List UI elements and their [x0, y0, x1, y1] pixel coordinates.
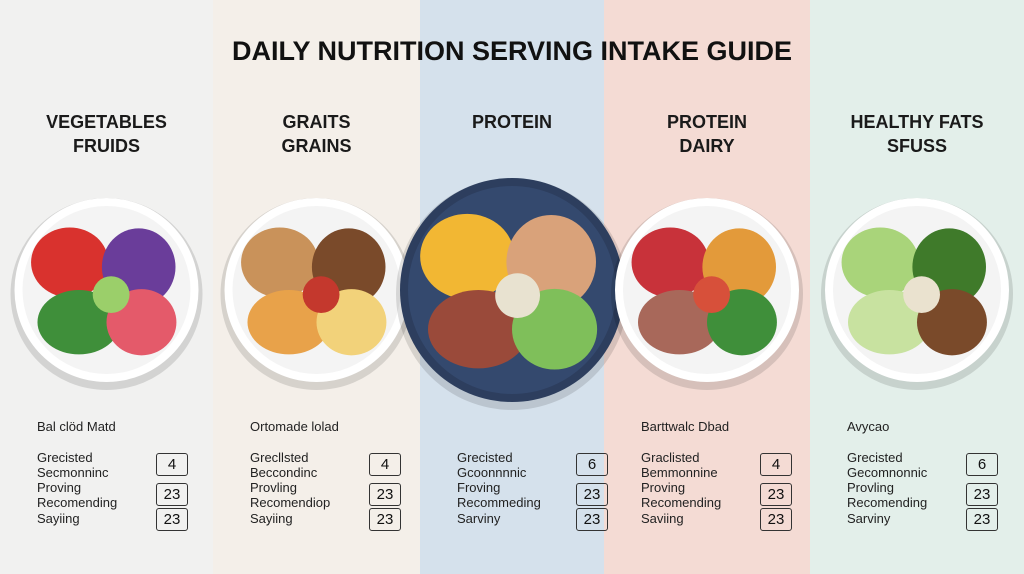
column-heading: GRAITS — [282, 112, 351, 132]
serving-count: 23 — [966, 508, 998, 531]
serving-count: 23 — [760, 483, 792, 506]
row-label: Provling — [847, 480, 894, 495]
column-heading: PROTEIN — [471, 112, 552, 132]
serving-count: 23 — [156, 508, 188, 531]
row-label: Provling — [250, 480, 297, 495]
row-label: Sarviny — [847, 511, 891, 526]
row-label: Sayiing — [37, 511, 80, 526]
food-shape — [903, 276, 940, 313]
column-subtitle: Ortomade lolad — [250, 419, 339, 434]
food-shape — [841, 227, 919, 298]
row-label: Proving — [641, 480, 686, 495]
column-heading: HEALTHY FATS — [850, 112, 984, 132]
row-label: Grecisted — [847, 450, 903, 465]
row-label: Gcoonnnnic — [457, 465, 527, 480]
column-subtitle: Bal clöd Matd — [37, 419, 116, 434]
row-label: Gecomnonnic — [847, 465, 928, 480]
column-heading: VEGETABLES — [46, 112, 167, 132]
serving-count: 23 — [156, 483, 188, 506]
food-shape — [302, 276, 340, 313]
serving-count: 4 — [760, 453, 792, 476]
row-label: Froving — [457, 480, 501, 495]
row-label: Grecisted — [37, 450, 93, 465]
row-label: Beccondinc — [250, 465, 318, 480]
row-label: Grecisted — [457, 450, 513, 465]
column-heading: GRAINS — [281, 136, 352, 156]
serving-count: 23 — [576, 483, 608, 506]
serving-count: 23 — [369, 508, 401, 531]
food-shape — [693, 276, 730, 313]
row-label: Bemmonnine — [641, 465, 718, 480]
column-heading: FRUIDS — [73, 136, 140, 156]
row-label: Recommeding — [457, 495, 541, 510]
food-shape — [31, 227, 109, 298]
serving-count: 4 — [156, 453, 188, 476]
food-shape — [420, 213, 515, 299]
food-shape — [241, 227, 319, 298]
serving-count: 6 — [576, 453, 608, 476]
food-shape — [631, 227, 709, 298]
row-label: Saviing — [641, 511, 684, 526]
serving-count: 23 — [369, 483, 401, 506]
row-label: Recomendiop — [250, 495, 331, 510]
row-label: Recomending — [641, 495, 722, 510]
column-heading: SFUSS — [886, 136, 947, 156]
column-heading: DAIRY — [679, 136, 735, 156]
row-label: Graclisted — [641, 450, 700, 465]
title: DAILY NUTRITION SERVING INTAKE GUIDE — [231, 36, 793, 66]
serving-count: 4 — [369, 453, 401, 476]
row-label: Proving — [37, 480, 82, 495]
serving-count: 23 — [576, 508, 608, 531]
row-label: Sayiing — [250, 511, 293, 526]
serving-count: 23 — [760, 508, 792, 531]
column-subtitle: Barttwalc Dbad — [641, 419, 730, 434]
row-label: Grecllsted — [250, 450, 309, 465]
column-heading: PROTEIN — [666, 112, 747, 132]
row-label: Recomending — [847, 495, 928, 510]
column-subtitle: Avycao — [847, 419, 890, 434]
row-label: Recomending — [37, 495, 118, 510]
row-label: Sarviny — [457, 511, 501, 526]
food-shape — [495, 273, 540, 318]
food-shape — [92, 276, 130, 313]
serving-count: 23 — [966, 483, 998, 506]
serving-count: 6 — [966, 453, 998, 476]
row-label: Secmonninc — [37, 465, 109, 480]
